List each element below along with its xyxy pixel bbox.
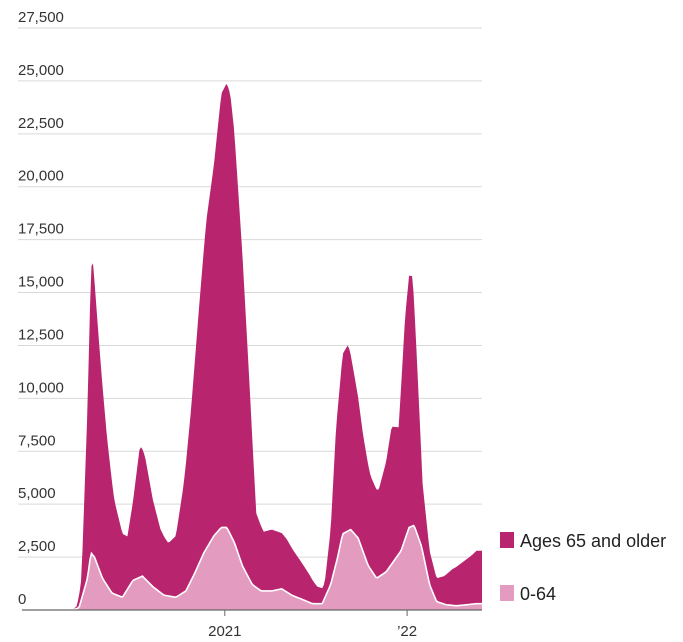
x-tick-label: 2021 [208, 623, 241, 640]
y-tick-label: 27,500 [18, 9, 64, 26]
y-tick-label: 12,500 [18, 326, 64, 343]
y-tick-label: 5,000 [18, 485, 56, 502]
plot-area [71, 83, 482, 611]
series-boundary-line [71, 524, 482, 611]
legend: Ages 65 and older 0-64 [500, 531, 666, 604]
legend-swatch [500, 532, 514, 548]
y-tick-label: 20,000 [18, 168, 64, 185]
y-tick-label: 10,000 [18, 379, 64, 396]
y-tick-label: 22,500 [18, 115, 64, 132]
y-tick-label: 7,500 [18, 432, 56, 449]
series-area-0-64 [72, 525, 482, 610]
x-tick-label: ’22 [397, 623, 417, 640]
axes: 0 2,500 5,000 7,500 10,000 12,500 15,000 17,500… [18, 9, 482, 640]
legend-label: 0-64 [520, 584, 556, 604]
y-tick-label: 25,000 [18, 62, 64, 79]
y-tick-label: 17,500 [18, 221, 64, 238]
y-tick-label: 2,500 [18, 538, 56, 555]
legend-swatch [500, 585, 514, 601]
legend-label: Ages 65 and older [520, 531, 666, 551]
y-tick-label: 0 [18, 591, 26, 608]
series-area-ages-65-and-older [72, 83, 482, 611]
y-tick-label: 15,000 [18, 274, 64, 291]
